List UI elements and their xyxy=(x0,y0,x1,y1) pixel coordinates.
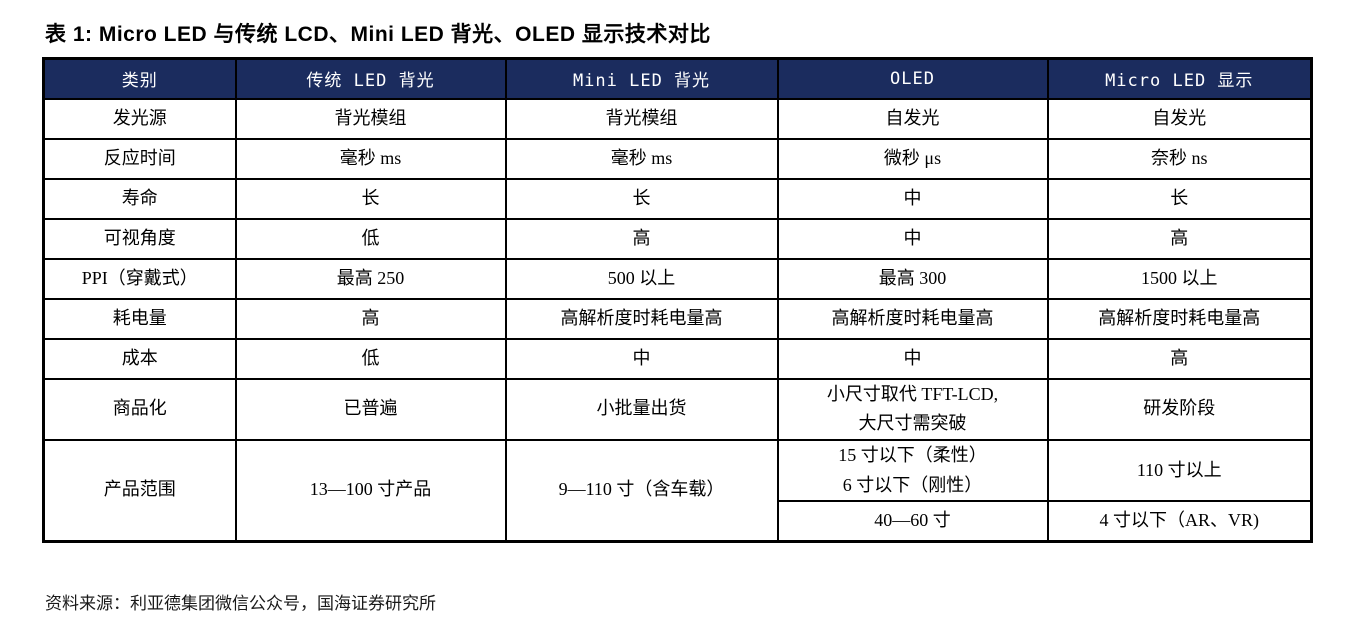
cell: 低 xyxy=(234,217,507,260)
table-row-product-range-sub: 40—60 寸 4 寸以下（AR、VR) xyxy=(44,500,1313,543)
cell: 自发光 xyxy=(776,97,1049,140)
row-label: 寿命 xyxy=(42,177,237,220)
row-label: 商品化 xyxy=(42,377,237,441)
cell: 毫秒 ms xyxy=(504,137,779,180)
cell: 中 xyxy=(776,177,1049,220)
cell: 已普遍 xyxy=(234,377,507,441)
cell: 高解析度时耗电量高 xyxy=(776,297,1049,340)
cell: 背光模组 xyxy=(504,97,779,140)
header-cell-traditional-led: 传统 LED 背光 xyxy=(234,57,507,100)
cell: 高 xyxy=(234,297,507,340)
cell: 500 以上 xyxy=(504,257,779,300)
table-row-response-time: 反应时间 毫秒 ms 毫秒 ms 微秒 μs 奈秒 ns xyxy=(42,137,1313,180)
cell: 长 xyxy=(234,177,507,220)
row-label: PPI（穿戴式） xyxy=(42,257,237,300)
cell: 小批量出货 xyxy=(504,377,779,441)
cell: 110 寸以上 xyxy=(1046,438,1313,503)
cell: 中 xyxy=(776,337,1049,380)
cell: 13—100 寸产品 xyxy=(234,438,507,543)
row-label: 反应时间 xyxy=(42,137,237,180)
row-label: 产品范围 xyxy=(42,438,237,543)
cell: 高 xyxy=(1046,217,1313,260)
cell: 低 xyxy=(234,337,507,380)
cell: 高 xyxy=(504,217,779,260)
header-cell-oled: OLED xyxy=(776,57,1049,100)
header-cell-category: 类别 xyxy=(42,57,237,100)
cell: 长 xyxy=(1046,177,1313,220)
cell: 背光模组 xyxy=(234,97,507,140)
cell: 长 xyxy=(504,177,779,220)
table-title: 表 1: Micro LED 与传统 LCD、Mini LED 背光、OLED … xyxy=(45,23,711,46)
row-label: 可视角度 xyxy=(42,217,237,260)
header-cell-mini-led: Mini LED 背光 xyxy=(504,57,779,100)
cell: 最高 300 xyxy=(776,257,1049,300)
table-row-cost: 成本 低 中 中 高 xyxy=(42,337,1313,380)
table-row-light-source: 发光源 背光模组 背光模组 自发光 自发光 xyxy=(42,97,1313,140)
cell: 高解析度时耗电量高 xyxy=(504,297,779,340)
table-row-lifespan: 寿命 长 长 中 长 xyxy=(42,177,1313,220)
cell: 微秒 μs xyxy=(776,137,1049,180)
table-row-ppi: PPI（穿戴式） 最高 250 500 以上 最高 300 1500 以上 xyxy=(42,257,1313,300)
cell: 1500 以上 xyxy=(1046,257,1313,300)
cell: 高 xyxy=(1046,337,1313,380)
cell: 4 寸以下（AR、VR) xyxy=(1046,500,1313,543)
cell: 中 xyxy=(504,337,779,380)
table-row-viewing-angle: 可视角度 低 高 中 高 xyxy=(42,217,1313,260)
header-row: 类别 传统 LED 背光 Mini LED 背光 OLED Micro LED … xyxy=(42,57,1313,100)
cell: 9—110 寸（含车载） xyxy=(504,438,779,543)
cell: 奈秒 ns xyxy=(1046,137,1313,180)
header-cell-micro-led: Micro LED 显示 xyxy=(1046,57,1313,100)
cell: 毫秒 ms xyxy=(234,137,507,180)
cell: 高解析度时耗电量高 xyxy=(1046,297,1313,340)
cell: 最高 250 xyxy=(234,257,507,300)
table-row-power-consumption: 耗电量 高 高解析度时耗电量高 高解析度时耗电量高 高解析度时耗电量高 xyxy=(42,297,1313,340)
source-note: 资料来源：利亚德集团微信公众号，国海证券研究所 xyxy=(45,594,436,613)
cell: 研发阶段 xyxy=(1046,377,1313,441)
cell: 中 xyxy=(776,217,1049,260)
comparison-table: 类别 传统 LED 背光 Mini LED 背光 OLED Micro LED … xyxy=(42,57,1313,543)
row-label: 发光源 xyxy=(42,97,237,140)
cell: 小尺寸取代 TFT-LCD, 大尺寸需突破 xyxy=(776,377,1049,441)
cell: 15 寸以下（柔性） 6 寸以下（刚性） xyxy=(776,438,1049,503)
table-row-commercialization: 商品化 已普遍 小批量出货 小尺寸取代 TFT-LCD, 大尺寸需突破 研发阶段 xyxy=(42,377,1313,441)
row-label: 成本 xyxy=(42,337,237,380)
row-label: 耗电量 xyxy=(42,297,237,340)
table-row-product-range: 产品范围 13—100 寸产品 9—110 寸（含车载） 15 寸以下（柔性） … xyxy=(42,438,1313,543)
cell: 自发光 xyxy=(1046,97,1313,140)
cell: 40—60 寸 xyxy=(776,500,1049,543)
